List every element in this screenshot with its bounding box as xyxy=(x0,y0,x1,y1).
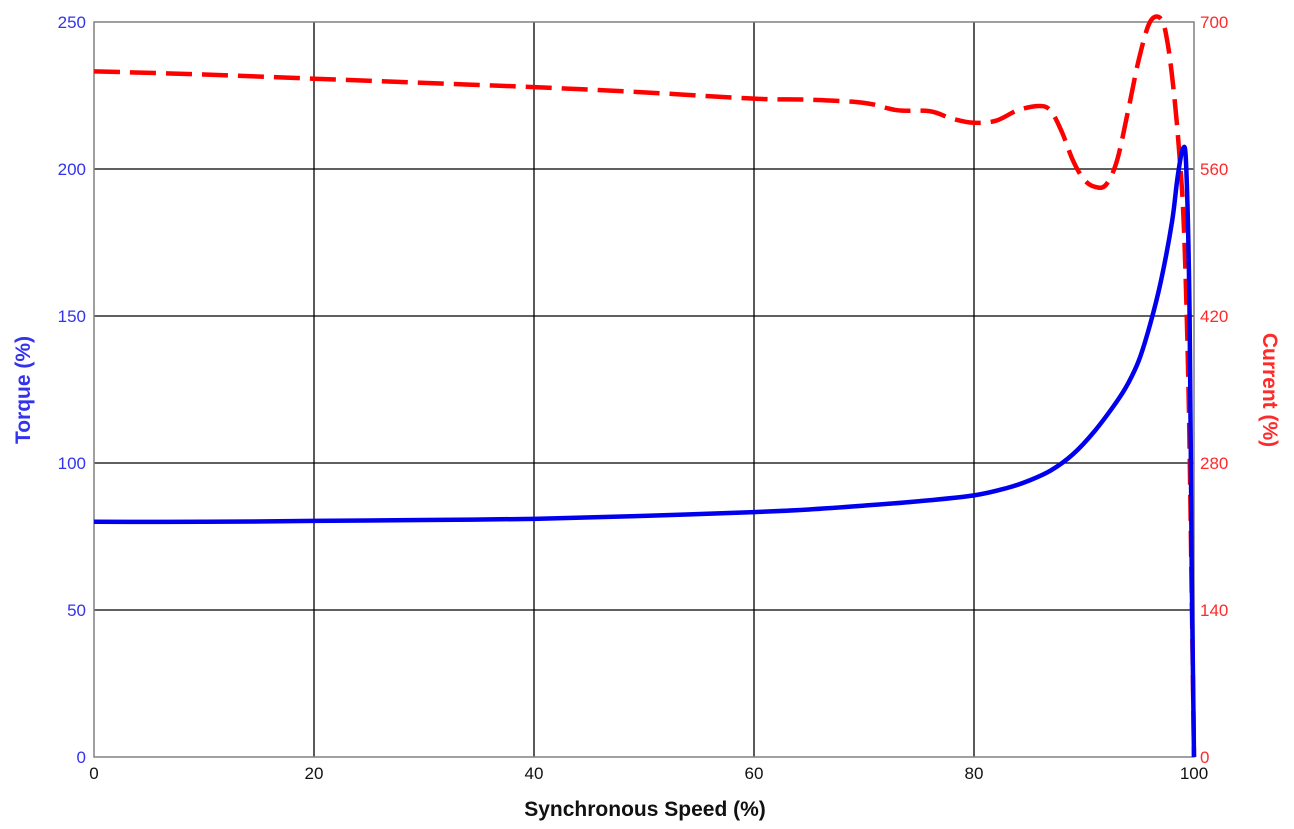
tick-layer: 0 20 40 60 80 1000501001502002500140280420560… xyxy=(58,13,1229,783)
right-y-tick-label: 560 xyxy=(1200,160,1228,179)
series-layer xyxy=(93,14,1197,758)
x-tick-label: 60 xyxy=(745,764,764,783)
right-y-axis-label: Current (%) xyxy=(1258,333,1281,447)
left-y-tick-label: 0 xyxy=(77,748,86,767)
right-y-tick-label: 0 xyxy=(1200,748,1209,767)
left-y-tick-label: 250 xyxy=(58,13,86,32)
x-tick-label: 40 xyxy=(525,764,544,783)
x-axis-label: Synchronous Speed (%) xyxy=(524,798,766,821)
x-tick-label: 80 xyxy=(965,764,984,783)
left-y-tick-label: 100 xyxy=(58,454,86,473)
left-y-tick-label: 150 xyxy=(58,307,86,326)
right-y-tick-label: 280 xyxy=(1200,454,1228,473)
grid-layer xyxy=(93,21,1195,758)
plot-frame xyxy=(93,21,1195,758)
x-tick-label: 100 xyxy=(1180,764,1208,783)
current-series-line xyxy=(93,14,1197,758)
right-y-tick-label: 420 xyxy=(1200,307,1228,326)
torque-series-line xyxy=(93,144,1197,758)
right-y-tick-label: 140 xyxy=(1200,601,1228,620)
left-y-axis-label: Torque (%) xyxy=(12,336,35,444)
x-tick-label: 20 xyxy=(305,764,324,783)
left-y-tick-label: 200 xyxy=(58,160,86,179)
left-y-tick-label: 50 xyxy=(67,601,86,620)
x-tick-label: 0 xyxy=(89,764,98,783)
right-y-tick-label: 700 xyxy=(1200,13,1228,32)
